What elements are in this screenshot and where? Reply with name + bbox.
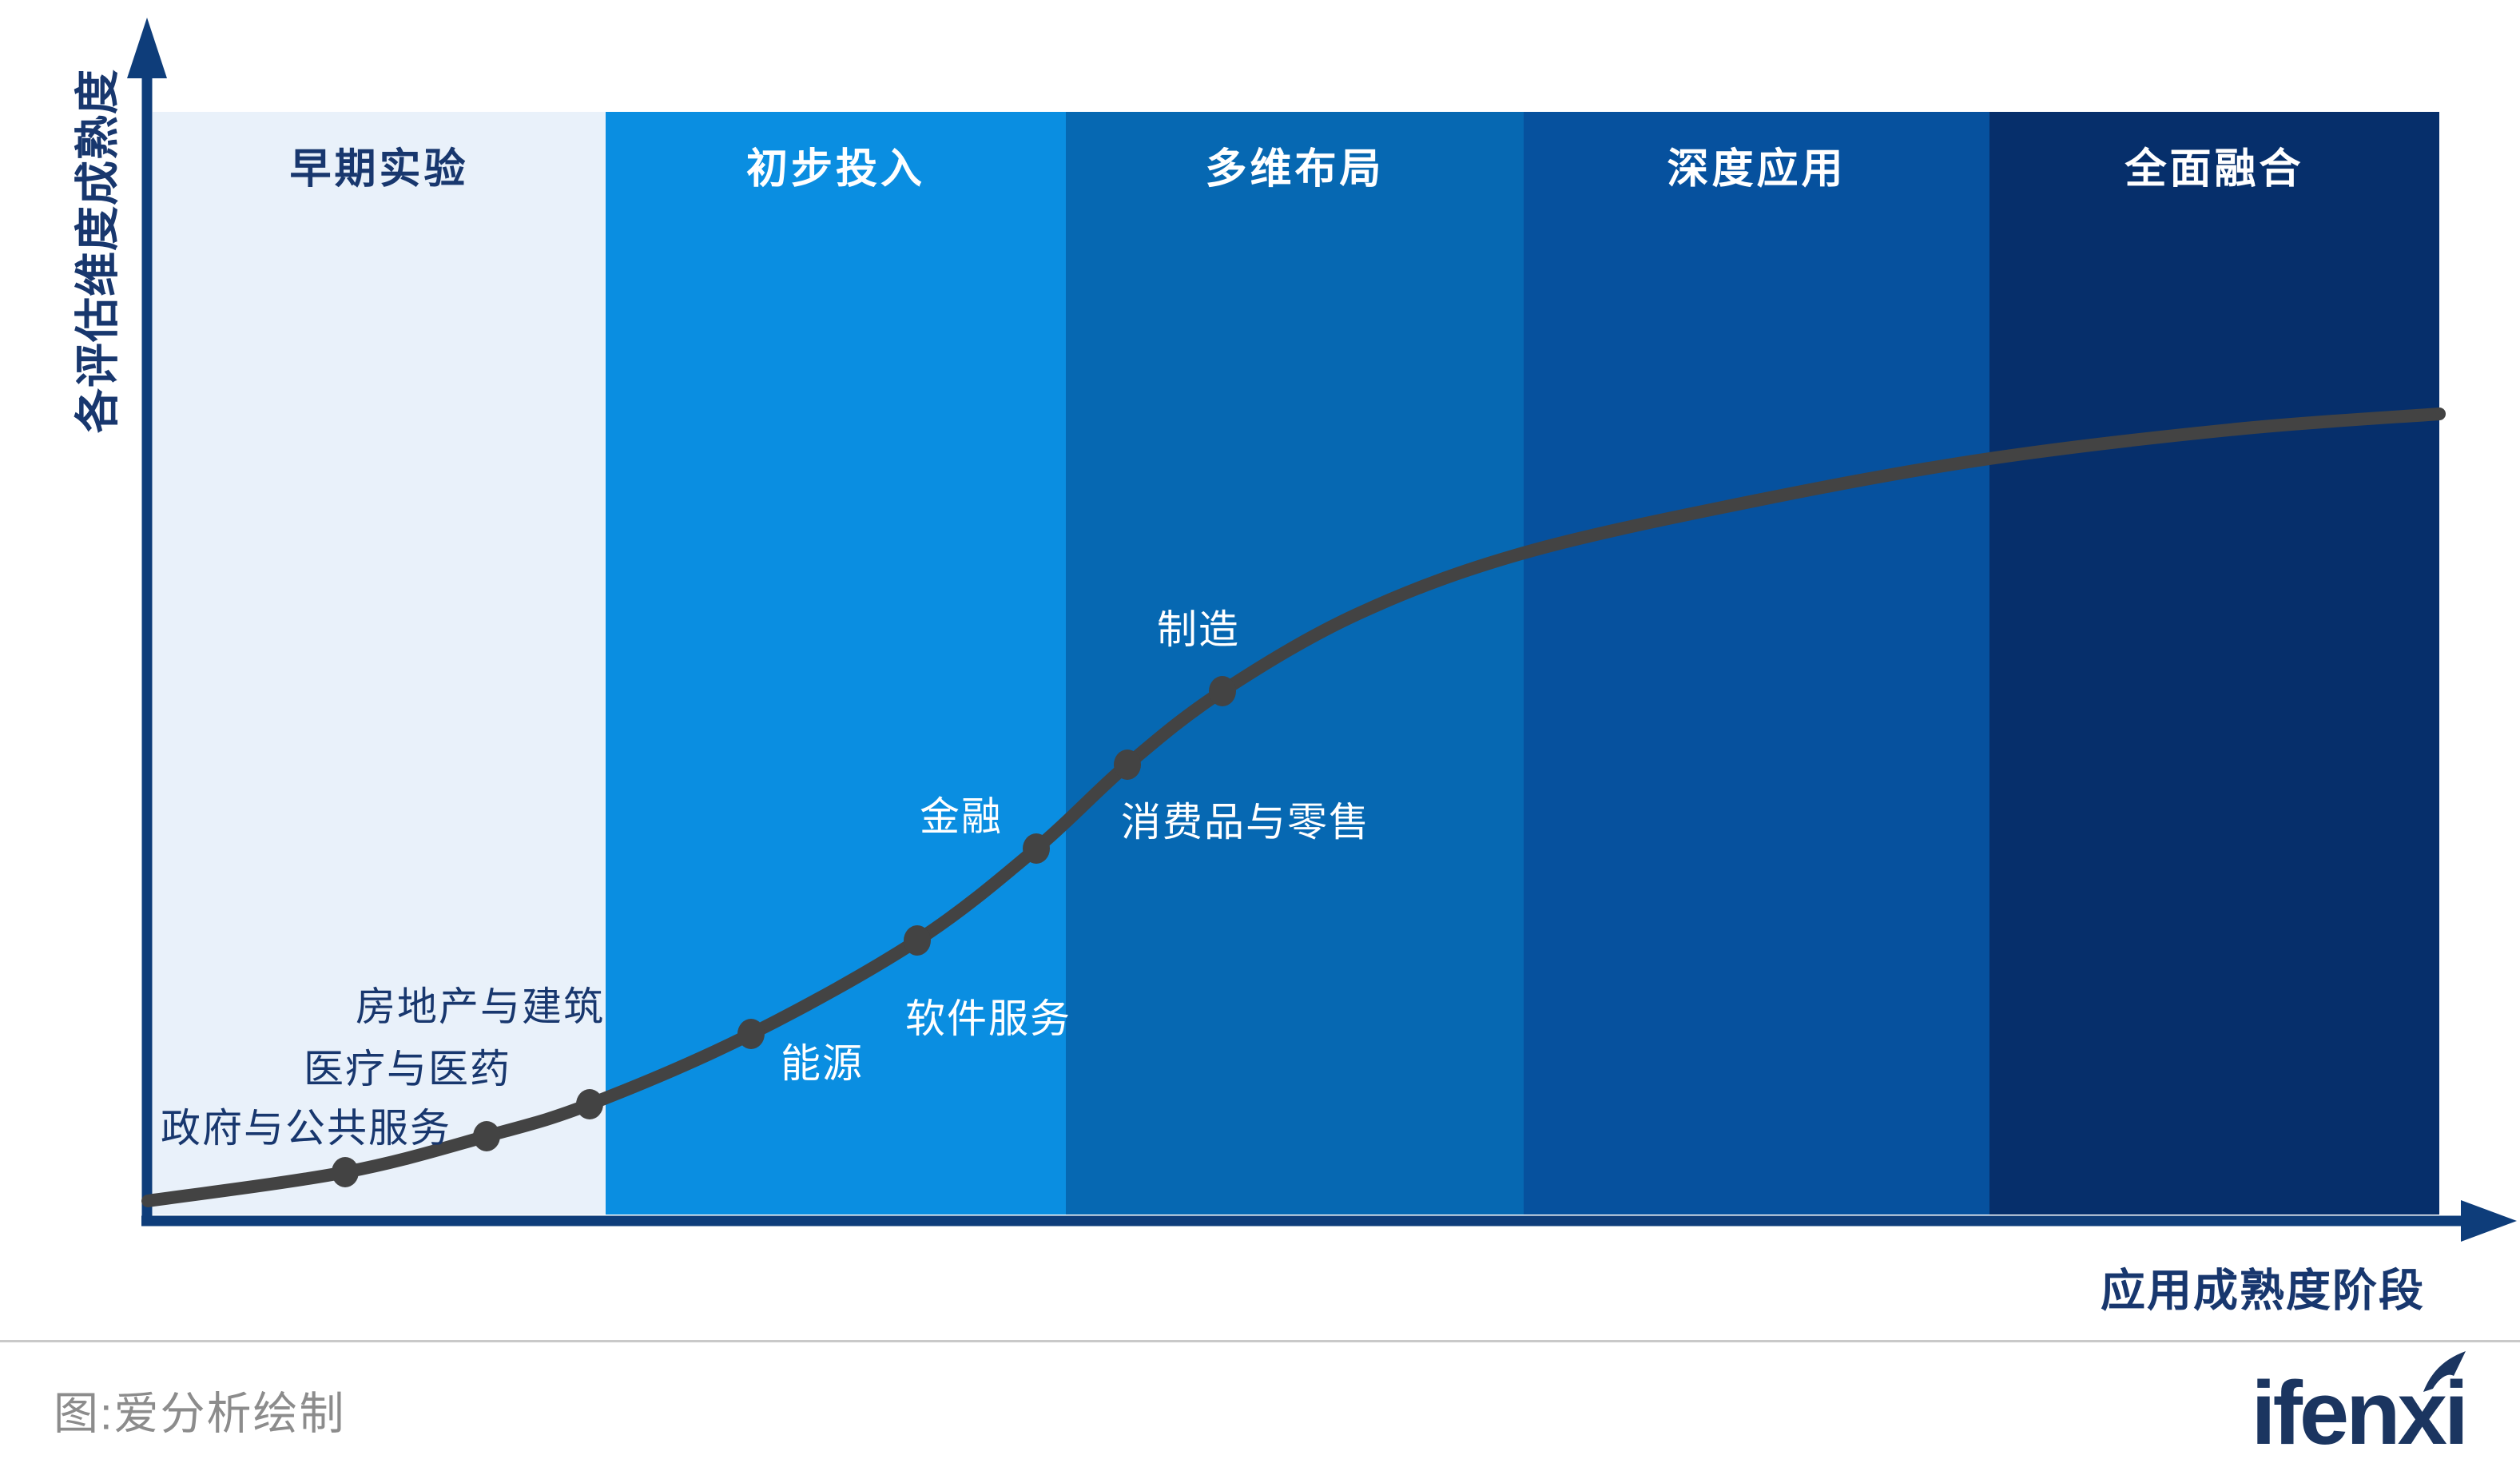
data-point-dot (1114, 749, 1141, 780)
data-point-dot (1209, 676, 1236, 706)
data-point-dot (737, 1019, 765, 1049)
stage-label-1: 早期实验 (289, 146, 469, 193)
footer-divider (0, 1340, 2520, 1342)
y-axis-arrowhead-icon (127, 18, 167, 78)
stage-band-3: 多维布局 (1066, 112, 1524, 1215)
industry-label: 软件服务 (905, 996, 1071, 1041)
x-axis-title: 应用成熟度阶段 (2101, 1265, 2425, 1316)
industry-label: 政府与公共服务 (161, 1106, 451, 1151)
chart-source-credit: 图:爱分析绘制 (54, 1388, 346, 1439)
stage-band-5: 全面融合 (1989, 112, 2439, 1215)
stage-label-4: 深度应用 (1667, 146, 1846, 193)
stage-band-2: 初步投入 (606, 112, 1066, 1215)
stage-label-3: 多维布局 (1205, 146, 1385, 193)
maturity-curve (141, 408, 2446, 1207)
data-point-dot (332, 1157, 359, 1187)
industry-label: 医疗与医药 (304, 1047, 511, 1091)
industry-label: 房地产与建筑 (356, 984, 605, 1029)
stage-label-5: 全面融合 (2125, 146, 2304, 193)
data-point-dot (473, 1121, 500, 1151)
x-axis-arrowhead-icon (2461, 1200, 2517, 1242)
stage-label-2: 初步投入 (745, 146, 925, 193)
industry-label: 制造 (1157, 607, 1240, 652)
industry-label: 消费品与零售 (1121, 800, 1370, 845)
industry-label: 金融 (920, 794, 1003, 839)
ifenxi-logo-arrow-icon (2423, 1351, 2466, 1392)
industry-label: 能源 (781, 1041, 864, 1086)
data-point-dot (1023, 833, 1050, 864)
stage-band-1: 早期实验 (153, 112, 606, 1215)
data-point-dot (576, 1089, 603, 1119)
data-point-dot (904, 925, 931, 956)
stage-band-4: 深度应用 (1524, 112, 1989, 1215)
